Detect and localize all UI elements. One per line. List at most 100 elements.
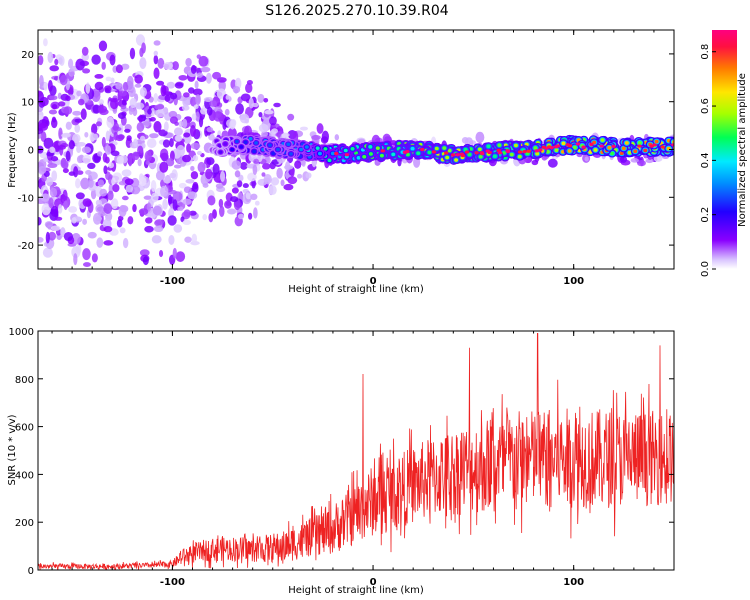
signal-blob [627,150,632,155]
signal-peak [474,151,479,155]
noise-blob [166,81,176,89]
noise-blob [47,163,58,169]
noise-blob [297,173,303,179]
signal-blob [671,140,674,144]
signal-peak [611,144,616,148]
signal-blob [330,151,335,156]
signal-blob [286,142,291,147]
noise-blob [103,203,113,214]
noise-blob [87,231,97,239]
noise-blob [305,172,312,179]
noise-blob [57,204,63,214]
noise-blob [190,171,199,180]
noise-blob [116,155,124,165]
noise-blob [102,152,108,163]
noise-blob [190,64,197,74]
noise-blob [183,186,192,194]
signal-blob [600,138,605,142]
noise-blob [57,144,66,150]
signal-peak [599,144,604,148]
noise-blob [169,172,177,179]
noise-blob [134,102,145,110]
signal-blob [343,148,348,153]
noise-blob [69,71,75,77]
noise-blob [115,82,122,90]
noise-blob [47,51,54,64]
snr-x-label: Height of straight line (km) [288,585,424,596]
noise-blob [58,101,66,107]
noise-blob [232,85,241,94]
signal-peak [405,150,410,154]
noise-blob [212,163,220,175]
noise-blob [200,66,211,73]
noise-blob [38,90,43,97]
noise-blob [122,81,129,92]
noise-blob [224,108,230,116]
noise-blob [81,53,90,61]
signal-blob [535,151,540,156]
noise-blob [311,135,321,141]
noise-blob [165,158,175,167]
noise-blob [155,170,165,181]
noise-blob [253,158,260,165]
noise-blob [50,205,59,217]
noise-blob [62,168,69,174]
noise-blob [280,179,285,187]
y-tick-label: -10 [18,193,34,204]
noise-blob [82,262,91,267]
colorbar-tick-label: 0.6 [700,98,711,114]
snr-x-ticks: -100 0 100 [51,331,675,588]
noise-blob [82,154,91,165]
noise-blob [73,253,78,266]
y-tick-label: 0 [28,146,34,157]
noise-blob [48,197,54,209]
noise-blob [105,171,111,180]
noise-blob [227,208,237,215]
noise-blob [158,129,168,137]
noise-blob [138,208,149,215]
x-tick-label: -100 [160,577,185,588]
noise-blob [82,68,91,74]
noise-blob [196,72,204,78]
noise-blob [80,108,87,120]
noise-blob [101,61,106,70]
signal-blob [486,144,491,149]
y-tick-label: 20 [21,50,34,61]
noise-blob [112,183,120,193]
signal-blob [304,145,309,149]
signal-blob [368,152,373,156]
noise-blob [149,133,159,139]
signal-peak [526,149,531,153]
noise-blob [151,235,162,244]
noise-blob [153,225,164,233]
noise-blob [91,54,101,65]
noise-blob [172,61,179,71]
noise-blob [43,82,48,91]
signal-blob [243,140,248,145]
noise-blob [84,131,89,138]
noise-blob [38,55,44,66]
y-tick-label: 10 [21,98,34,109]
noise-blob [91,253,98,263]
noise-blob [229,119,236,130]
noise-blob [194,80,199,89]
noise-blob [173,164,182,169]
noise-blob [50,225,61,231]
spectrogram-x-ticks: -100 0 100 [51,30,675,287]
noise-blob [119,227,126,234]
noise-blob [299,126,308,131]
noise-blob [117,112,126,120]
signal-peak [565,143,570,147]
noise-blob [224,200,232,209]
noise-blob [273,102,281,108]
signal-blob [288,152,293,156]
noise-blob [139,87,147,97]
noise-blob [129,47,136,60]
noise-blob [128,106,134,115]
noise-blob [202,183,209,188]
signal-blob [362,154,367,159]
noise-blob [276,167,283,179]
noise-blob [287,113,295,121]
signal-peak [380,149,386,153]
signal-peak [464,150,470,154]
